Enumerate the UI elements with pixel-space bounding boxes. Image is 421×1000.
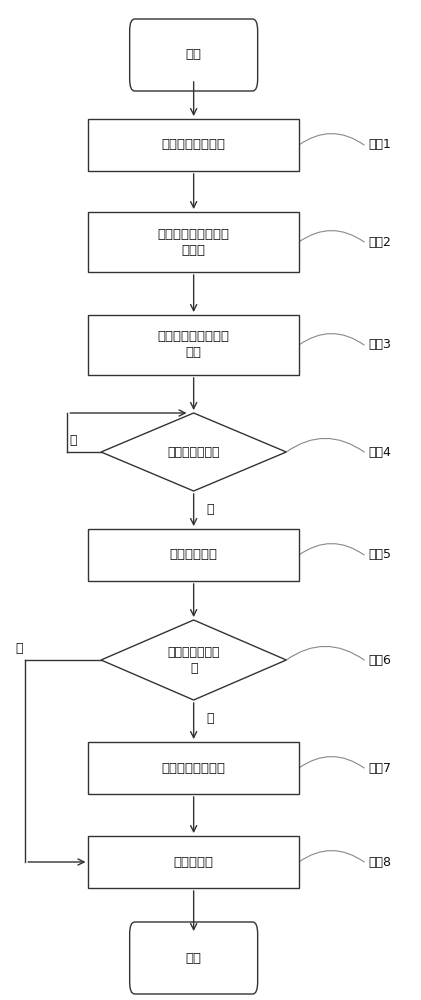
Text: 步骤7: 步骤7 [368, 762, 392, 774]
Text: 步骤8: 步骤8 [368, 856, 392, 868]
Polygon shape [101, 620, 286, 700]
Bar [88, 742, 299, 794]
Text: 存在附加描述信
息: 存在附加描述信 息 [168, 646, 220, 674]
Text: 解析附加描述信息: 解析附加描述信息 [162, 762, 226, 774]
Text: 解析码位信息: 解析码位信息 [170, 548, 218, 562]
Bar [88, 119, 299, 171]
Bar [88, 212, 299, 272]
Polygon shape [101, 413, 286, 491]
Text: 故障码和附加描述信
息配置: 故障码和附加描述信 息配置 [157, 228, 230, 256]
Text: 否: 否 [16, 642, 23, 655]
Text: 步骤1: 步骤1 [368, 138, 391, 151]
Bar [88, 836, 299, 888]
Text: 显示到界面: 显示到界面 [173, 856, 214, 868]
Bar [88, 529, 299, 581]
Text: 是: 是 [206, 712, 214, 725]
Bar [88, 315, 299, 375]
Text: 步骤4: 步骤4 [368, 446, 391, 458]
Text: 初始化映射表和监听
任务: 初始化映射表和监听 任务 [157, 330, 230, 360]
Text: 步骤2: 步骤2 [368, 235, 391, 248]
Text: 是: 是 [206, 503, 214, 516]
Text: 步骤5: 步骤5 [368, 548, 392, 562]
Text: 步骤3: 步骤3 [368, 338, 391, 352]
Text: 结束: 结束 [186, 952, 202, 964]
Text: 码位映射模型定义: 码位映射模型定义 [162, 138, 226, 151]
Text: 接收到维护信息: 接收到维护信息 [168, 446, 220, 458]
FancyBboxPatch shape [130, 922, 258, 994]
Text: 否: 否 [69, 434, 77, 447]
FancyBboxPatch shape [130, 19, 258, 91]
Text: 开始: 开始 [186, 48, 202, 62]
Text: 步骤6: 步骤6 [368, 654, 391, 666]
